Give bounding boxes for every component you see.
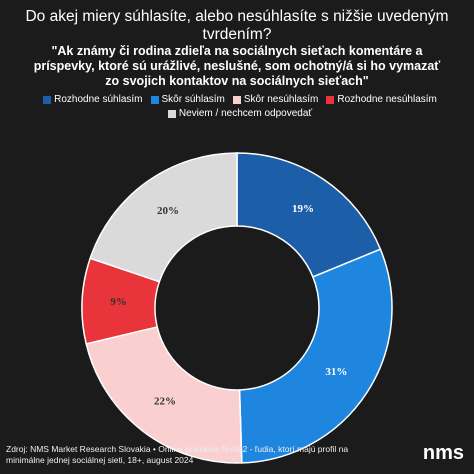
legend-item: Neviem / nechcem odpovedať <box>167 108 313 119</box>
data-label: 20% <box>157 205 179 217</box>
legend-item: Rozhodne nesúhlasím <box>326 94 437 105</box>
donut-segment <box>89 152 238 283</box>
legend-label: Rozhodne nesúhlasím <box>337 94 437 105</box>
donut-segment <box>85 326 243 464</box>
chart-subtitle: "Ak známy či rodina zdieľa na sociálnych… <box>33 44 441 88</box>
chart-title: Do akej miery súhlasíte, alebo nesúhlasí… <box>25 8 449 43</box>
legend-marker <box>232 95 241 104</box>
legend-item: Skôr súhlasím <box>150 94 225 105</box>
legend-label: Neviem / nechcem odpovedať <box>178 108 313 119</box>
donut-segment <box>238 248 393 464</box>
legend-marker <box>167 109 176 118</box>
legend-item: Rozhodne súhlasím <box>43 94 143 105</box>
legend-label: Skôr súhlasím <box>161 94 225 105</box>
legend-item: Skôr nesúhlasím <box>232 94 319 105</box>
legend-label: Rozhodne súhlasím <box>54 94 143 105</box>
source-note: Zdroj: NMS Market Research Slovakia • On… <box>6 444 349 465</box>
legend: Rozhodne súhlasím Skôr súhlasím Skôr nesúh… <box>40 94 440 119</box>
legend-marker <box>43 95 52 104</box>
data-label: 31% <box>325 366 347 378</box>
logo: nms <box>422 442 464 464</box>
legend-marker <box>326 95 335 104</box>
legend-label: Skôr nesúhlasím <box>243 94 319 105</box>
data-label: 9% <box>110 296 127 308</box>
data-label: 19% <box>292 203 314 215</box>
data-label: 22% <box>154 396 176 408</box>
donut-segment <box>236 152 382 278</box>
legend-marker <box>150 95 159 104</box>
